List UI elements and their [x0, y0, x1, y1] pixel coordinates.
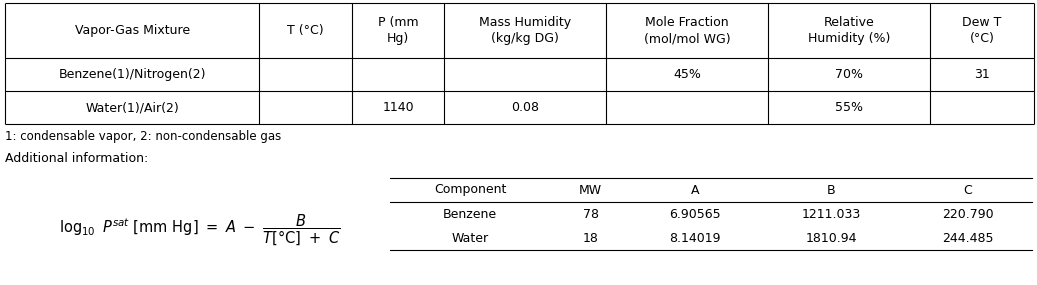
Text: T (°C): T (°C): [287, 24, 324, 37]
Text: 0.08: 0.08: [511, 101, 539, 114]
Text: Water: Water: [452, 231, 488, 245]
Text: Dew T
(°C): Dew T (°C): [962, 16, 1002, 45]
Text: 8.14019: 8.14019: [669, 231, 721, 245]
Text: C: C: [963, 184, 972, 196]
Text: Water(1)/Air(2): Water(1)/Air(2): [85, 101, 179, 114]
Text: A: A: [691, 184, 699, 196]
Text: 78: 78: [583, 207, 598, 221]
Text: Vapor-Gas Mixture: Vapor-Gas Mixture: [75, 24, 190, 37]
Text: Relative
Humidity (%): Relative Humidity (%): [808, 16, 890, 45]
Text: 1: condensable vapor, 2: non-condensable gas: 1: condensable vapor, 2: non-condensable…: [5, 130, 281, 143]
Text: 55%: 55%: [835, 101, 863, 114]
Text: 1140: 1140: [383, 101, 414, 114]
Text: Benzene: Benzene: [443, 207, 498, 221]
Text: 6.90565: 6.90565: [669, 207, 721, 221]
Text: 244.485: 244.485: [942, 231, 993, 245]
Text: Component: Component: [435, 184, 506, 196]
Text: 18: 18: [583, 231, 598, 245]
Text: 1211.033: 1211.033: [802, 207, 861, 221]
Text: Mass Humidity
(kg/kg DG): Mass Humidity (kg/kg DG): [479, 16, 571, 45]
Text: MW: MW: [579, 184, 602, 196]
Text: 31: 31: [974, 68, 990, 81]
Text: 45%: 45%: [673, 68, 701, 81]
Text: 70%: 70%: [835, 68, 863, 81]
Text: Additional information:: Additional information:: [5, 152, 148, 165]
Text: 1810.94: 1810.94: [806, 231, 858, 245]
Text: P (mm
Hg): P (mm Hg): [377, 16, 418, 45]
Text: $\log_{10}\ P^{sat}\ \mathrm{[mm\ Hg]}\ =\ A\ -\ \dfrac{B}{T\mathrm{[°C]}\ +\ C}: $\log_{10}\ P^{sat}\ \mathrm{[mm\ Hg]}\ …: [59, 213, 340, 247]
Text: B: B: [828, 184, 836, 196]
Text: Mole Fraction
(mol/mol WG): Mole Fraction (mol/mol WG): [644, 16, 730, 45]
Text: Benzene(1)/Nitrogen(2): Benzene(1)/Nitrogen(2): [58, 68, 206, 81]
Text: 220.790: 220.790: [942, 207, 993, 221]
